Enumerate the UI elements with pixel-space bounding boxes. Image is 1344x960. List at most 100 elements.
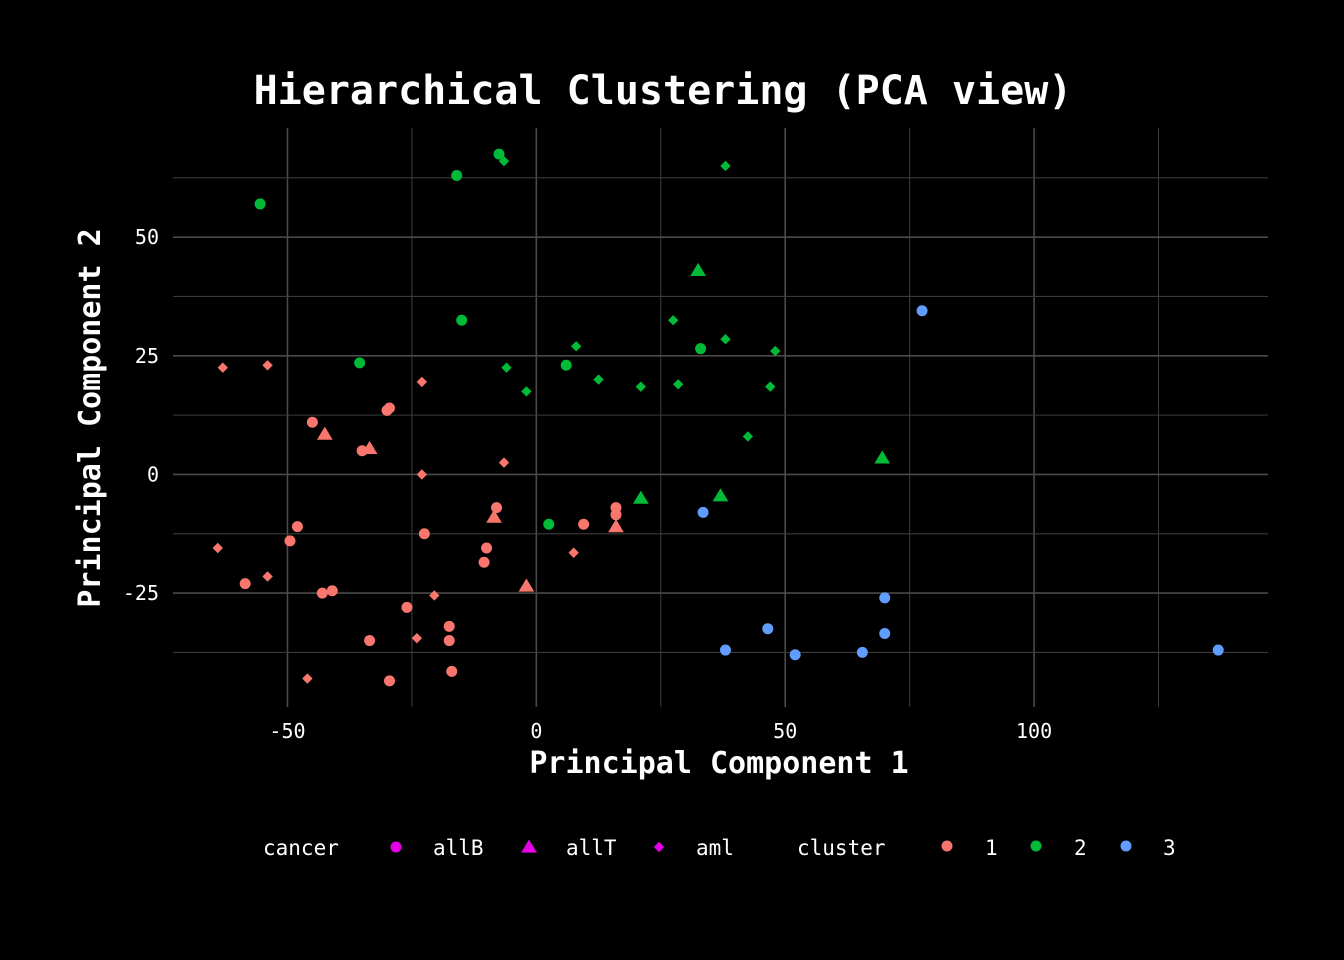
- data-points: [212, 148, 1224, 687]
- legend-key-cluster-1: [941, 840, 953, 852]
- legend-label-aml: aml: [696, 836, 734, 860]
- data-point-aml-cluster-2: [770, 345, 781, 357]
- data-point-aml-cluster-1: [429, 590, 440, 601]
- data-point-allB-cluster-2: [451, 169, 463, 181]
- data-point-aml-cluster-2: [672, 379, 684, 390]
- legend-key-cluster-3: [1120, 840, 1132, 852]
- legend-key-aml: [653, 841, 665, 853]
- data-point-allT-cluster-1: [518, 578, 535, 592]
- data-point-allB-cluster-1: [291, 521, 303, 533]
- legend-label-cluster-2: 2: [1074, 836, 1087, 860]
- data-point-allB-cluster-1: [239, 578, 251, 590]
- data-point-aml-cluster-1: [262, 571, 273, 582]
- data-point-allB-cluster-2: [543, 518, 555, 530]
- data-point-aml-cluster-1: [302, 673, 313, 684]
- y-axis-title: Principal Component 2: [73, 228, 108, 607]
- data-point-aml-cluster-1: [498, 457, 510, 468]
- legend: cancer allB allT aml cluster 1 2 3: [263, 836, 1176, 860]
- data-point-aml-cluster-1: [411, 632, 423, 644]
- data-point-aml-cluster-2: [521, 386, 532, 397]
- legend-key-allT: [521, 839, 537, 853]
- legend-label-allB: allB: [433, 836, 484, 860]
- data-point-aml-cluster-2: [720, 333, 731, 345]
- data-point-allT-cluster-2: [874, 450, 891, 464]
- data-point-allB-cluster-3: [879, 592, 891, 604]
- data-point-allB-cluster-1: [610, 509, 622, 521]
- data-point-aml-cluster-1: [262, 360, 273, 371]
- data-point-aml-cluster-2: [668, 315, 679, 326]
- data-point-allB-cluster-1: [306, 416, 318, 428]
- data-point-allB-cluster-3: [1212, 644, 1224, 656]
- y-tick-label: -25: [123, 581, 159, 605]
- data-point-aml-cluster-2: [635, 381, 647, 392]
- data-point-allB-cluster-3: [697, 506, 709, 518]
- data-point-allB-cluster-1: [481, 542, 493, 554]
- x-tick-labels: -50 0 50 100: [269, 719, 1052, 743]
- data-point-allB-cluster-2: [493, 148, 505, 160]
- data-point-aml-cluster-1: [568, 547, 579, 558]
- data-point-allT-cluster-2: [712, 488, 729, 502]
- data-point-aml-cluster-1: [217, 362, 228, 373]
- legend-label-cluster-1: 1: [985, 836, 998, 860]
- data-point-allB-cluster-1: [364, 635, 376, 647]
- data-point-allB-cluster-1: [418, 528, 430, 540]
- data-point-aml-cluster-2: [501, 362, 512, 373]
- data-point-allB-cluster-1: [446, 665, 458, 677]
- data-point-aml-cluster-2: [765, 381, 776, 392]
- legend-key-cluster-2: [1030, 840, 1042, 852]
- y-tick-label: 25: [135, 344, 159, 368]
- data-point-allB-cluster-1: [443, 635, 455, 647]
- legend-label-cluster-3: 3: [1163, 836, 1176, 860]
- data-point-aml-cluster-1: [416, 469, 428, 480]
- data-point-allB-cluster-2: [456, 314, 468, 326]
- data-point-allB-cluster-1: [316, 587, 328, 599]
- y-tick-label: 50: [135, 225, 159, 249]
- data-point-aml-cluster-2: [720, 160, 731, 172]
- data-point-allB-cluster-1: [381, 404, 393, 416]
- data-point-allB-cluster-3: [856, 646, 868, 658]
- legend-key-allB: [390, 841, 402, 853]
- data-point-aml-cluster-2: [570, 341, 582, 352]
- x-tick-label: -50: [269, 719, 305, 743]
- data-point-aml-cluster-2: [593, 374, 604, 385]
- data-point-allT-cluster-1: [316, 426, 333, 440]
- data-point-allB-cluster-2: [695, 343, 707, 355]
- data-point-allB-cluster-2: [354, 357, 366, 369]
- y-tick-label: 0: [147, 462, 159, 486]
- legend-title-cluster: cluster: [797, 836, 886, 860]
- data-point-allB-cluster-3: [916, 305, 928, 317]
- legend-title-cancer: cancer: [263, 836, 339, 860]
- legend-label-allT: allT: [566, 836, 617, 860]
- data-point-aml-cluster-2: [498, 156, 510, 167]
- data-point-allB-cluster-3: [789, 649, 801, 661]
- data-point-allT-cluster-2: [690, 262, 706, 277]
- data-point-allB-cluster-3: [719, 644, 731, 656]
- data-point-allT-cluster-1: [608, 519, 624, 533]
- data-point-allB-cluster-1: [326, 585, 338, 597]
- grid-lines: [173, 128, 1268, 707]
- data-point-allT-cluster-1: [361, 440, 378, 454]
- data-point-allB-cluster-1: [284, 535, 296, 547]
- data-point-allB-cluster-2: [560, 359, 572, 371]
- data-point-allB-cluster-1: [578, 518, 590, 530]
- data-point-allT-cluster-1: [486, 509, 502, 523]
- data-point-aml-cluster-2: [742, 431, 754, 442]
- data-point-allB-cluster-2: [254, 198, 266, 210]
- data-point-allB-cluster-1: [478, 556, 490, 568]
- data-point-allT-cluster-2: [632, 490, 649, 504]
- data-point-aml-cluster-1: [212, 542, 223, 554]
- x-tick-label: 0: [530, 719, 542, 743]
- x-tick-label: 100: [1016, 719, 1052, 743]
- chart-title: Hierarchical Clustering (PCA view): [254, 68, 1073, 114]
- y-tick-labels: -25 0 25 50: [123, 225, 159, 605]
- data-point-allB-cluster-1: [401, 601, 413, 613]
- data-point-allB-cluster-1: [443, 620, 455, 632]
- data-point-allB-cluster-3: [762, 623, 774, 635]
- data-point-allB-cluster-1: [384, 675, 396, 687]
- data-point-allB-cluster-3: [879, 627, 891, 639]
- data-point-aml-cluster-1: [416, 376, 428, 388]
- data-point-allB-cluster-1: [491, 502, 503, 514]
- x-tick-label: 50: [773, 719, 797, 743]
- x-axis-title: Principal Component 1: [529, 746, 908, 781]
